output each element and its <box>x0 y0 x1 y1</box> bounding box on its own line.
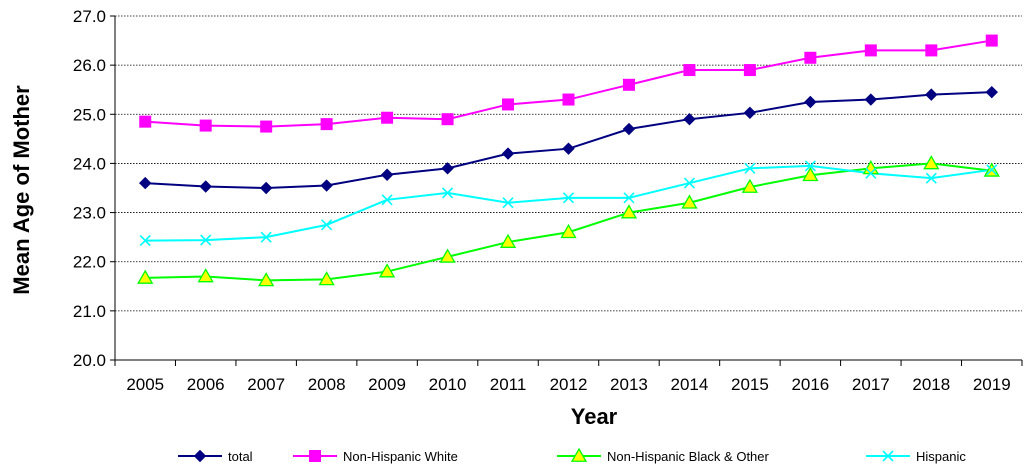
y-tick-label: 26.0 <box>73 56 106 75</box>
data-point <box>140 178 151 189</box>
data-point <box>924 156 938 168</box>
legend: total Non-Hispanic White Non-Hispanic Blac… <box>178 449 966 464</box>
data-point <box>623 79 634 90</box>
y-tick-label: 23.0 <box>73 204 106 223</box>
x-tick-label: 2005 <box>126 375 164 394</box>
data-point <box>563 143 574 154</box>
y-tick-label: 20.0 <box>73 351 106 370</box>
data-point <box>442 114 453 125</box>
y-tick-label: 25.0 <box>73 105 106 124</box>
y-tick-label: 22.0 <box>73 253 106 272</box>
data-point <box>805 97 816 108</box>
data-point <box>382 112 393 123</box>
data-point <box>563 94 574 105</box>
x-tick-label: 2011 <box>490 375 527 394</box>
data-point <box>321 180 332 191</box>
x-tick-label: 2019 <box>973 375 1011 394</box>
y-tick-label: 21.0 <box>73 302 106 321</box>
y-tick-label: 27.0 <box>73 7 106 26</box>
data-point <box>140 116 151 127</box>
data-point <box>684 114 695 125</box>
data-point <box>926 45 937 56</box>
legend-label: Non-Hispanic Black & Other <box>607 449 770 464</box>
data-point <box>986 87 997 98</box>
data-point <box>261 121 272 132</box>
y-tick-label: 24.0 <box>73 154 106 173</box>
x-tick-label: 2010 <box>429 375 467 394</box>
legend-swatch-marker <box>195 451 206 462</box>
data-point <box>200 181 211 192</box>
x-tick-label: 2017 <box>852 375 890 394</box>
x-tick-label: 2014 <box>671 375 709 394</box>
data-point <box>986 35 997 46</box>
x-axis-title: Year <box>571 404 618 429</box>
x-tick-label: 2015 <box>731 375 769 394</box>
data-point <box>503 99 514 110</box>
data-point <box>503 148 514 159</box>
data-point <box>684 65 695 76</box>
data-point <box>200 120 211 131</box>
y-axis-title: Mean Age of Mother <box>9 85 34 295</box>
data-point <box>865 45 876 56</box>
series-line-2 <box>145 41 992 127</box>
data-point <box>744 107 755 118</box>
legend-label: Hispanic <box>916 449 966 464</box>
axes <box>110 16 1022 366</box>
legend-swatch-marker <box>310 451 321 462</box>
x-tick-label: 2007 <box>247 375 285 394</box>
x-tick-label: 2012 <box>550 375 588 394</box>
gridlines <box>115 16 1022 311</box>
data-point <box>442 163 453 174</box>
data-point <box>261 183 272 194</box>
x-tick-label: 2009 <box>368 375 406 394</box>
legend-label: total <box>228 449 253 464</box>
data-point <box>321 119 332 130</box>
x-tick-label: 2008 <box>308 375 346 394</box>
series-markers <box>138 35 999 286</box>
x-tick-label: 2013 <box>610 375 648 394</box>
data-point <box>382 169 393 180</box>
series-line-3 <box>145 163 992 280</box>
x-tick-label: 2018 <box>912 375 950 394</box>
data-point <box>865 94 876 105</box>
data-point <box>623 124 634 135</box>
legend-label: Non-Hispanic White <box>343 449 458 464</box>
x-tick-label: 2016 <box>791 375 829 394</box>
x-tick-label: 2006 <box>187 375 225 394</box>
data-point <box>805 52 816 63</box>
series-lines <box>145 41 992 281</box>
data-point <box>744 65 755 76</box>
data-point <box>926 89 937 100</box>
